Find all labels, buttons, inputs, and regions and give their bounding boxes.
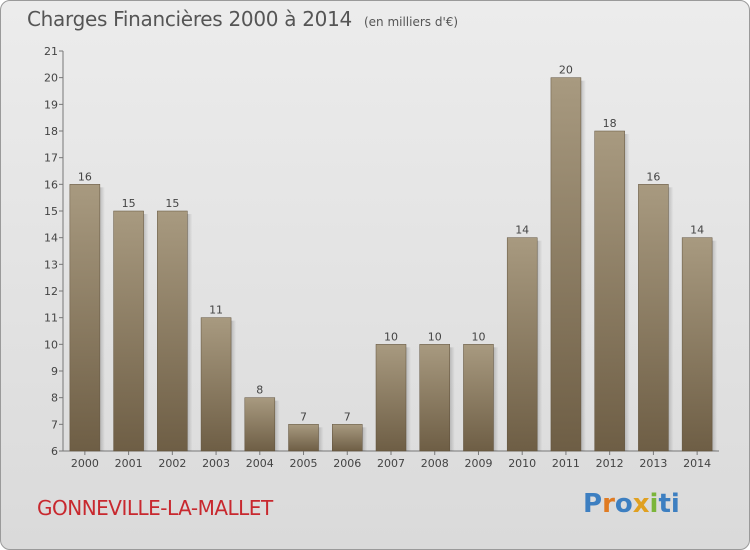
logo-letter: i [670, 489, 680, 519]
data-label: 14 [515, 224, 529, 237]
x-tick-label: 2010 [508, 457, 536, 470]
y-tick-label: 11 [44, 312, 58, 325]
bar-shadow [406, 347, 411, 451]
x-tick-label: 2009 [464, 457, 492, 470]
y-tick-label: 16 [44, 178, 58, 191]
bar-shadow [274, 400, 280, 451]
logo-letter: o [614, 489, 633, 519]
bar [375, 344, 407, 452]
bar [113, 210, 144, 452]
y-tick-label: 8 [51, 392, 58, 405]
logo-letter: r [602, 489, 615, 519]
bar-shadow [668, 187, 674, 452]
y-tick-label: 18 [44, 125, 58, 138]
data-label: 18 [603, 117, 617, 130]
y-tick-label: 15 [44, 205, 58, 218]
bar [638, 184, 669, 452]
x-tick-label: 2004 [246, 457, 274, 470]
x-tick-label: 2011 [552, 457, 580, 470]
axes: 6 7 8 9 10 11 12 13 14 15 16 17 18 19 20 21 2000 2001 2002… [44, 45, 719, 470]
data-label: 14 [690, 224, 704, 237]
logo-letter: t [658, 489, 671, 519]
data-label: 10 [428, 330, 442, 343]
bar [244, 397, 276, 452]
bar-shadow [712, 240, 718, 451]
y-tick-label: 13 [44, 258, 58, 271]
bar-shadow [537, 240, 543, 451]
bar [550, 77, 582, 452]
bar-shadow [580, 80, 586, 452]
y-tick-label: 9 [51, 365, 58, 378]
x-tick-label: 2012 [596, 457, 624, 470]
bars [69, 77, 718, 452]
y-tick-label: 21 [44, 45, 58, 58]
x-tick-label: 2005 [290, 457, 318, 470]
x-tick-label: 2006 [333, 457, 361, 470]
bar [419, 344, 450, 452]
bar-shadow [362, 427, 368, 451]
data-label: 7 [344, 410, 351, 423]
bar-shadow [99, 187, 105, 452]
y-tick-label: 19 [44, 98, 58, 111]
chart-title-text: Charges Financières 2000 à 2014 [27, 7, 352, 31]
x-tick-label: 2003 [202, 457, 230, 470]
bar [506, 237, 538, 452]
bar-shadow [318, 427, 324, 451]
bar [288, 424, 319, 452]
y-tick-label: 14 [44, 232, 58, 245]
x-tick-label: 2014 [683, 457, 711, 470]
bar-shadow [493, 347, 499, 451]
data-label: 11 [209, 304, 223, 317]
data-label: 10 [471, 330, 485, 343]
data-labels: 16 15 15 11 8 7 7 10 10 10 14 20 18 16 14 [78, 64, 704, 424]
y-tick-label: 20 [44, 72, 58, 85]
y-tick-label: 7 [51, 418, 58, 431]
bar [69, 184, 101, 452]
data-label: 16 [78, 170, 92, 183]
bar-shadow [143, 214, 149, 451]
bar-shadow [231, 320, 237, 451]
bar-shadow [449, 347, 455, 451]
proxiti-logo[interactable]: Proxiti [583, 489, 680, 519]
data-label: 7 [300, 410, 307, 423]
bar [681, 237, 713, 452]
data-label: 10 [384, 330, 398, 343]
x-tick-label: 2002 [158, 457, 186, 470]
y-tick-label: 10 [44, 338, 58, 351]
logo-letter: x [632, 489, 650, 519]
bar [332, 424, 363, 452]
chart-unit: (en milliers d'€) [363, 15, 459, 29]
y-tick-label: 6 [51, 445, 58, 458]
bar-shadow [187, 214, 193, 451]
bar [157, 210, 188, 452]
x-tick-label: 2001 [115, 457, 143, 470]
x-tick-label: 2000 [71, 457, 99, 470]
data-label: 16 [646, 170, 660, 183]
x-tick-label: 2007 [377, 457, 405, 470]
x-tick-label: 2008 [421, 457, 449, 470]
commune-name: GONNEVILLE-LA-MALLET [37, 496, 273, 520]
bar-shadow [624, 134, 630, 451]
bar [594, 130, 625, 452]
y-tick-label: 12 [44, 285, 58, 298]
x-tick-label: 2013 [639, 457, 667, 470]
bar [200, 317, 232, 452]
logo-letter: i [649, 489, 659, 519]
data-label: 8 [256, 384, 263, 397]
data-label: 20 [559, 64, 573, 77]
bar [463, 344, 494, 452]
data-label: 15 [165, 197, 179, 210]
data-label: 15 [122, 197, 136, 210]
chart-title: Charges Financières 2000 à 2014 (en milli… [27, 7, 458, 31]
logo-letter: P [583, 489, 603, 519]
y-tick-label: 17 [44, 152, 58, 165]
